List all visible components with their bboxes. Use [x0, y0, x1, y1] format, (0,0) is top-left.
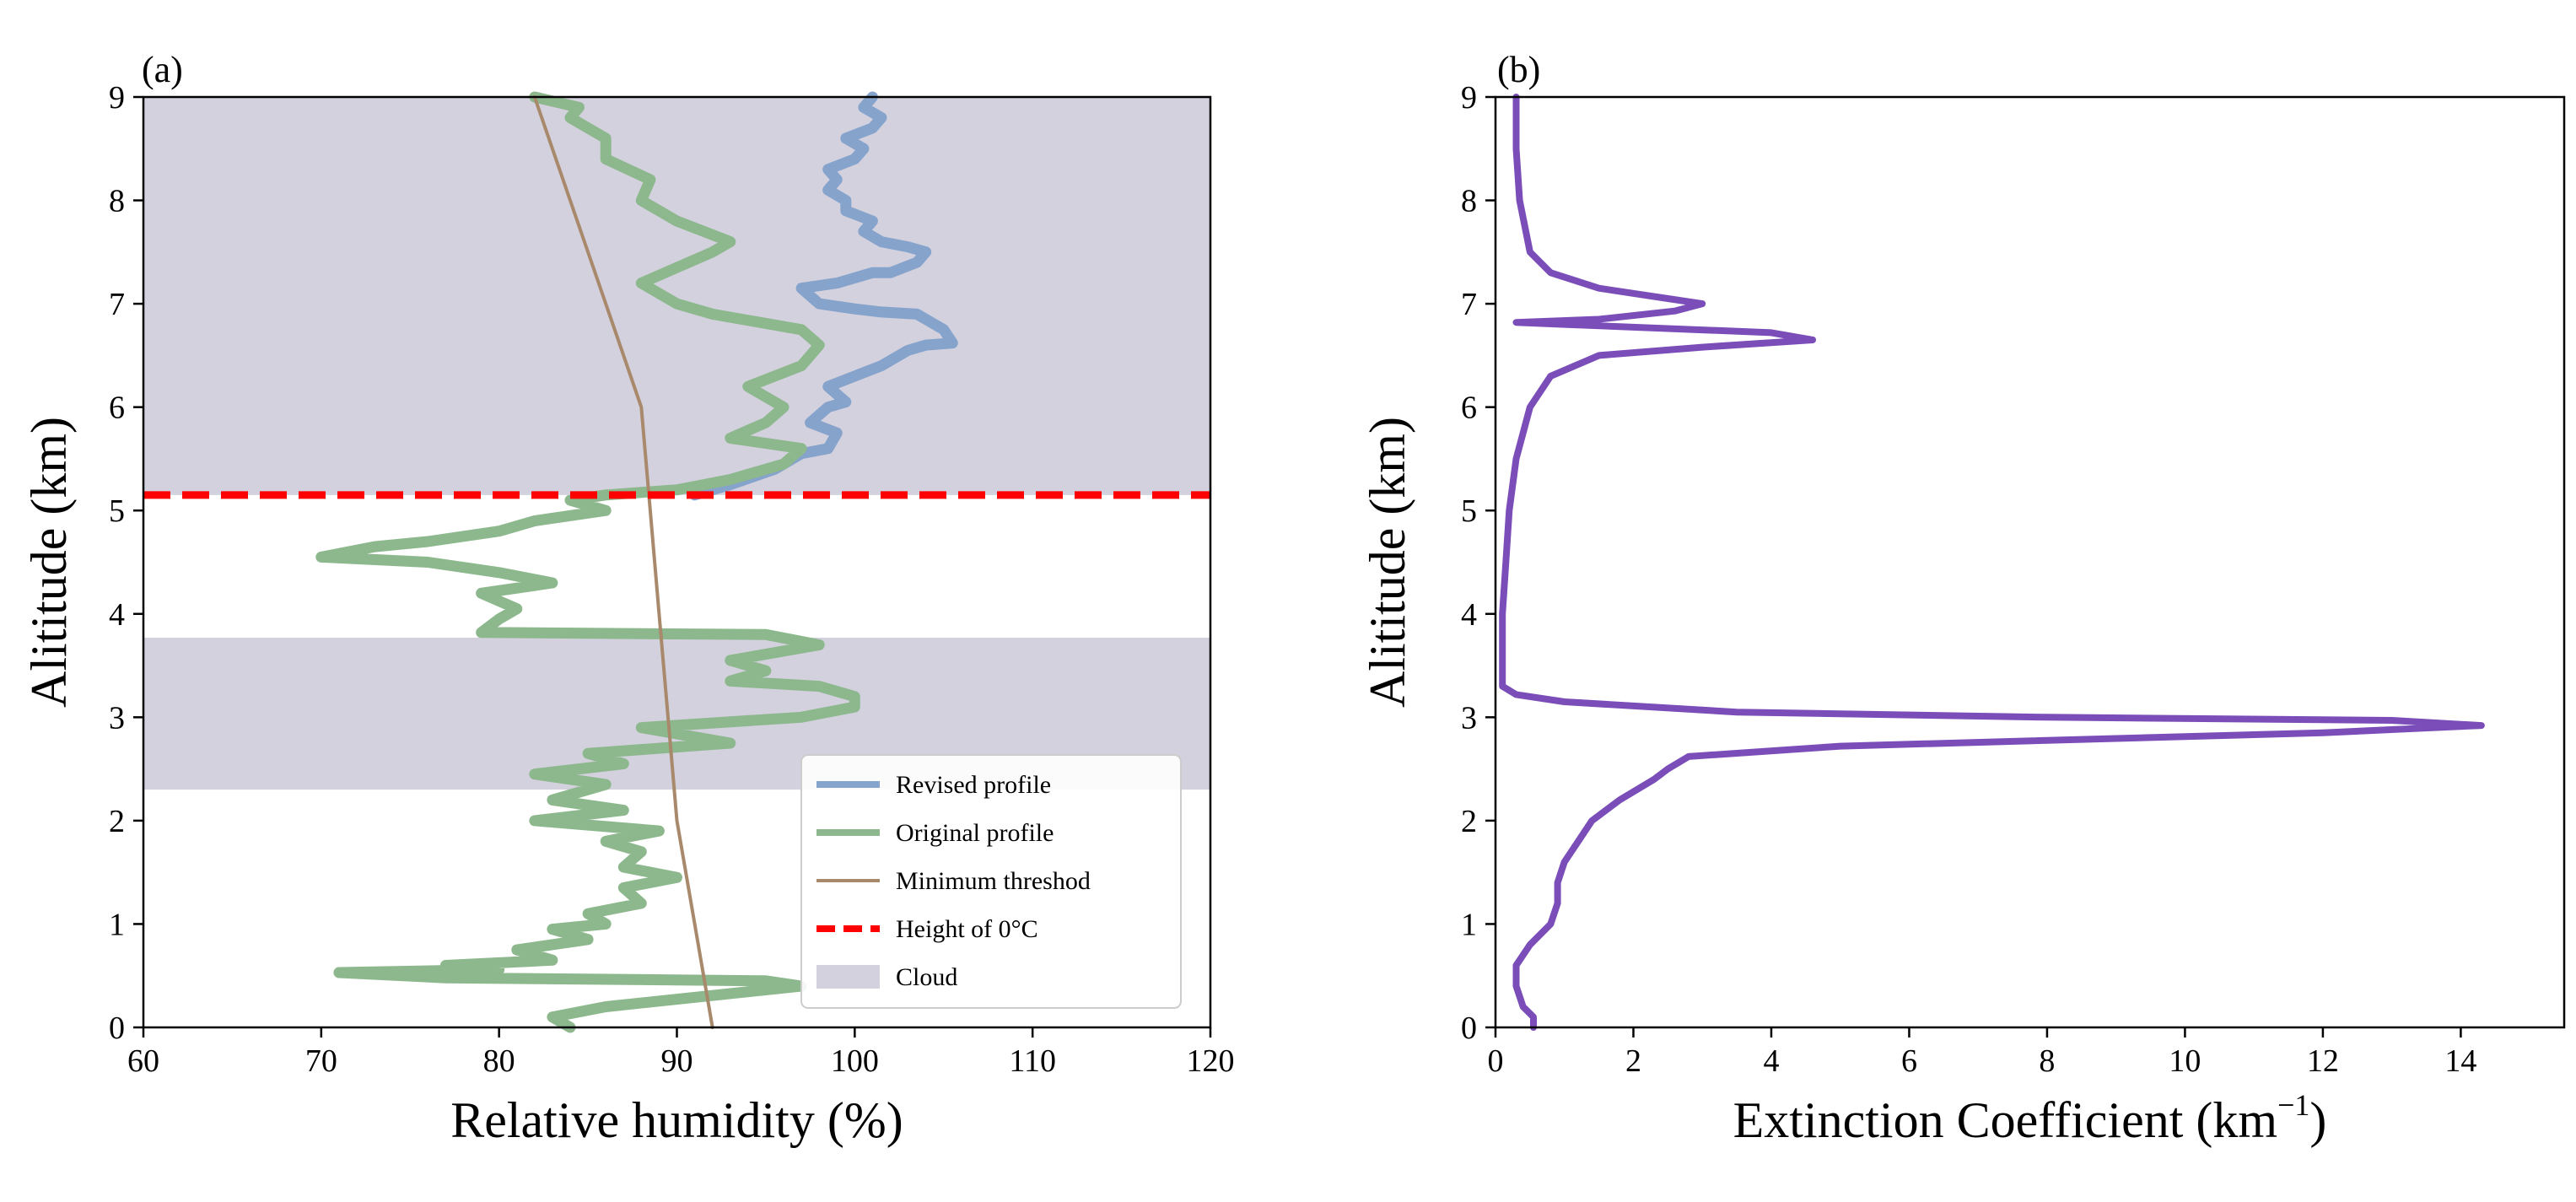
legend-box	[800, 754, 1182, 1009]
legend: Revised profile Original profile Minimum t…	[800, 754, 1182, 1009]
cloud-band-1	[143, 97, 1210, 495]
legend-entry: Cloud	[896, 963, 957, 991]
x-tick-label: 14	[2444, 1043, 2476, 1079]
x-axis-label: Extinction Coefficient (km−1)	[1733, 1088, 2327, 1148]
y-tick-label: 8	[1461, 184, 1477, 219]
series-revised	[689, 91, 958, 501]
x-tick-label: 2	[1625, 1043, 1641, 1079]
x-tick-label: 8	[2039, 1043, 2055, 1079]
x-tick-label: 90	[661, 1043, 693, 1079]
x-tick-label: 70	[305, 1043, 337, 1079]
legend-entry: Original profile	[896, 819, 1054, 847]
y-tick-label: 0	[109, 1011, 125, 1046]
legend-entry: Revised profile	[896, 771, 1051, 799]
series-original	[315, 91, 860, 1033]
y-tick-label: 7	[109, 287, 125, 322]
y-tick-label: 3	[1461, 700, 1477, 736]
x-tick-label: 60	[127, 1043, 159, 1079]
y-tick-label: 2	[109, 804, 125, 839]
y-tick-label: 3	[109, 700, 125, 736]
legend-entry: Height of 0°C	[896, 915, 1038, 943]
x-axis-label-exponent: −1	[2277, 1088, 2309, 1122]
x-tick-label: 4	[1763, 1043, 1779, 1079]
y-tick-label: 4	[1461, 597, 1477, 633]
series-threshold	[532, 95, 714, 1029]
y-tick-label: 7	[1461, 287, 1477, 322]
y-tick-label: 2	[1461, 804, 1477, 839]
x-axis-label: Relative humidity (%)	[450, 1092, 903, 1148]
y-tick-label: 6	[1461, 391, 1477, 426]
plot-frame	[1494, 95, 2566, 1029]
y-tick-label: 9	[1461, 80, 1477, 116]
x-tick-label: 0	[1488, 1043, 1504, 1079]
y-tick-label: 1	[1461, 907, 1477, 942]
y-axis-label: Alititude (km)	[1360, 417, 1415, 708]
series-extinction	[1499, 94, 2485, 1031]
panel-label: (b)	[1497, 49, 1540, 90]
x-tick-label: 110	[1009, 1043, 1056, 1079]
x-tick-label: 120	[1187, 1043, 1235, 1079]
x-tick-label: 10	[2169, 1043, 2201, 1079]
legend-entry: Minimum threshod	[896, 867, 1091, 895]
y-axis-label: Alititude (km)	[21, 417, 77, 708]
y-tick-label: 0	[1461, 1011, 1477, 1046]
x-tick-label: 80	[483, 1043, 515, 1079]
legend-swatch	[816, 965, 880, 989]
y-tick-label: 8	[109, 184, 125, 219]
x-tick-label: 100	[831, 1043, 879, 1079]
y-tick-label: 5	[1461, 493, 1477, 529]
x-tick-label: 6	[1901, 1043, 1917, 1079]
y-tick-label: 5	[109, 493, 125, 529]
y-tick-label: 6	[109, 391, 125, 426]
panel-a: 60 70 80 90 100 110 120 0 1 2 3 4 5 6 7 8 9 Relative humi…	[21, 49, 1235, 1148]
x-axis-label-close: )	[2309, 1092, 2326, 1148]
panel-label: (a)	[142, 49, 183, 90]
x-tick-label: 12	[2307, 1043, 2339, 1079]
y-tick-label: 9	[109, 80, 125, 116]
y-tick-label: 4	[109, 597, 125, 633]
y-tick-label: 1	[109, 907, 125, 942]
